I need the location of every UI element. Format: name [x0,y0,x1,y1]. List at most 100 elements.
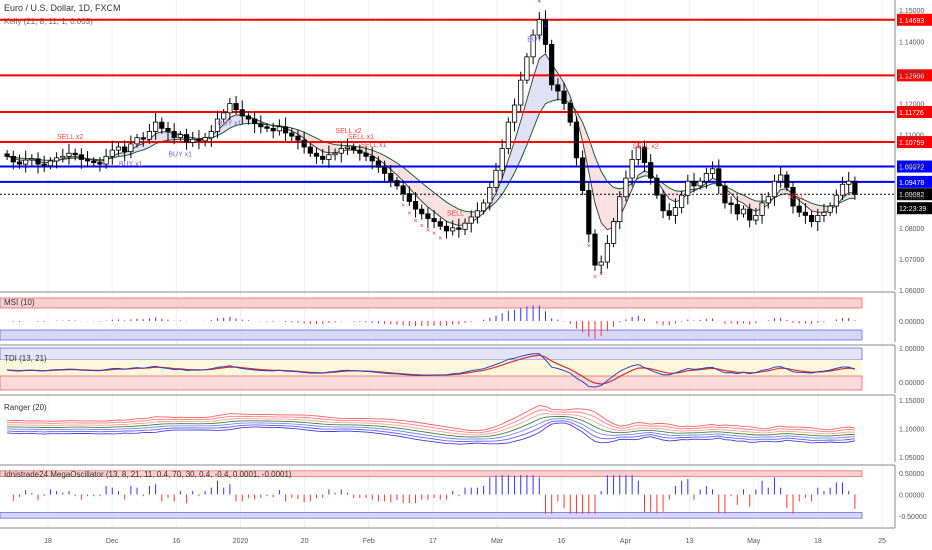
time-tick-label: Dec [106,538,119,545]
candle-body [462,222,468,230]
time-tick-label: 20 [301,538,309,545]
cloud-segment [328,143,336,153]
candle-body [84,159,91,162]
candle-body [431,218,437,223]
cloud-segment [452,205,459,226]
candle-body [481,202,487,212]
signal-label: SELL x1 [360,142,386,149]
tdi-pane-title: TDI (13, 21) [4,354,47,363]
time-tick-label: 25 [878,538,886,545]
signal-label: BUY x1 [218,120,242,127]
time-axis[interactable]: 18 Dec 16 2020 20 Feb 17 Mar 16 Apr 13 May 18 25 [0,527,895,545]
candle-body [400,185,406,195]
candle-body [190,138,196,143]
cloud-segment [236,114,243,126]
horizontal-levels[interactable] [0,18,895,195]
candle-body [672,207,679,216]
candle-body [555,84,561,92]
cloud-segment [594,156,602,223]
price-axis[interactable]: 1.14693 1.12906 1.11726 1.10759 1.09972 1.094… [897,8,932,295]
candle-body [808,214,815,223]
candle-body [227,103,233,114]
candle-body [493,169,499,188]
ranger-band-line [7,420,855,443]
candle-body [518,79,524,106]
candle-body [796,205,802,213]
candle-body [10,155,16,163]
candle-body [183,134,190,143]
price-tick-label: 1.08000 [899,226,924,233]
candle-body [344,146,351,149]
candle-body [685,180,691,196]
msi-pane-title: MSI (10) [4,298,35,307]
cloud-segment [743,195,750,209]
candle-body [833,194,839,207]
candle-body [320,155,326,160]
candle-body [307,146,313,154]
candle-body [146,131,153,140]
time-tick-label: Apr [620,538,632,545]
candle-body [542,19,549,45]
indicator-panes: 0.00000 1.00000 0.00000 1.15000 1.10000 1.050… [0,0,927,528]
candle-body [78,154,84,160]
candle-body [97,162,103,165]
price-level-tag [897,160,932,173]
cloud-segment [811,203,818,213]
x-marker: × [401,203,405,210]
cloud-segment [458,209,466,226]
fast-ma-line [6,53,855,231]
cloud-segment [396,163,404,182]
x-marker: × [537,0,541,6]
candle-body [697,180,703,187]
candle-body [23,159,29,165]
candle-body [388,173,394,181]
ranger-tick: 1.10000 [899,427,924,434]
mega-pane-title: Idnistrade24 MegaOscillator (13, 8, 21, … [4,470,292,479]
price-tick-label: 1.14000 [899,39,924,46]
slow-ma-line [7,98,855,213]
candle-body [450,227,456,232]
price-tick-label: 1.06000 [899,288,924,295]
x-marker: × [407,210,411,217]
candle-body [153,121,159,132]
time-tick-label: Mar [491,538,504,545]
candle-body [295,135,301,141]
candle-body [196,138,202,142]
ranger-band-line [7,422,855,445]
ranger-tick: 1.05000 [899,455,924,462]
price-tick-label: 1.13000 [899,70,924,77]
time-tick-label: Feb [363,538,375,545]
candle-body [122,146,128,153]
candle-body [610,221,617,244]
candle-body [722,185,728,204]
ranger-band-line [7,418,855,440]
cloud-segment [539,53,546,114]
x-marker: × [599,271,603,278]
x-marker: × [593,274,597,281]
cloud-segment [514,120,521,173]
x-marker: × [426,228,430,235]
candle-body [586,190,592,235]
cloud-segment [440,197,447,222]
ranger-band-line [7,409,855,434]
candle-body [270,127,276,132]
price-level-label: 1.09972 [899,165,924,172]
candle-body [171,131,177,139]
candle-body [487,187,493,204]
x-marker: × [432,231,436,238]
candle-body [443,225,450,232]
price-tick-label: 1.09000 [899,195,924,202]
time-tick-label: 16 [172,538,180,545]
msi-tick: 0.00000 [899,319,924,326]
candle-body [245,115,252,120]
cloud-segment [601,171,608,230]
cloud-segment [155,131,162,144]
countdown-tag [897,202,932,215]
candle-body [716,168,722,187]
tdi-mid-zone [0,360,862,376]
candle-body [437,221,443,227]
candle-body [276,126,282,132]
candle-body [604,242,610,263]
